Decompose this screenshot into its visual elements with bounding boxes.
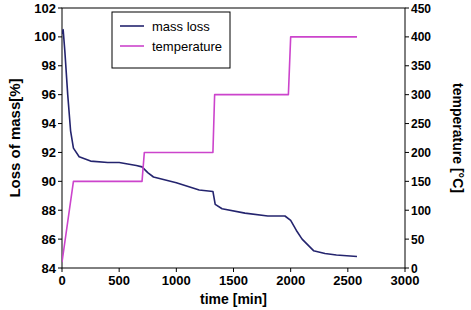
y-tick-label: 88 [42,203,56,218]
y2-tick-label: 450 [411,2,431,16]
y2-tick-label: 50 [411,233,425,247]
y2-tick [405,36,409,37]
y-tick-label: 96 [42,87,56,102]
x-tick [176,268,177,272]
y-tick [58,65,62,66]
y-tick-label: 90 [42,174,56,189]
y2-tick [405,239,409,240]
y-tick [58,8,62,9]
y-tick [58,152,62,153]
x-tick-label: 2000 [276,273,305,288]
y-tick-label: 92 [42,145,56,160]
y-tick-label: 94 [42,116,57,131]
y-tick-label: 100 [34,29,56,44]
x-tick-label: 1500 [219,273,248,288]
chart-svg: 0500100015002000250030008486889092949698… [0,0,471,310]
y-tick-label: 102 [34,1,56,16]
legend-box [112,12,230,68]
y-tick [58,36,62,37]
x-tick-label: 2500 [333,273,362,288]
x-tick [233,268,234,272]
y2-tick-label: 300 [411,88,431,102]
x-tick-label: 1000 [162,273,191,288]
series-line [62,37,357,262]
y-tick [58,181,62,182]
y2-tick-label: 100 [411,204,431,218]
x-tick [119,268,120,272]
y2-tick [405,8,409,9]
x-tick-label: 500 [108,273,130,288]
x-axis-title: time [min] [200,291,267,307]
y2-tick-label: 250 [411,117,431,131]
x-tick [405,268,406,272]
y-tick-label: 86 [42,232,56,247]
y2-tick [405,123,409,124]
y-axis-title: Loss of mass[%] [6,78,23,197]
legend-swatch [120,45,144,47]
y2-tick [405,181,409,182]
y2-tick [405,210,409,211]
y2-tick [405,152,409,153]
y-tick [58,239,62,240]
x-tick-label: 0 [58,273,65,288]
plot-frame [62,8,405,268]
y-tick-label: 84 [42,261,57,276]
legend-swatch [120,25,144,27]
y2-tick-label: 350 [411,59,431,73]
y-tick [58,123,62,124]
y2-tick-label: 0 [411,262,418,276]
x-tick [290,268,291,272]
x-tick [347,268,348,272]
legend-label: temperature [152,39,222,54]
y-tick [58,94,62,95]
y2-tick-label: 200 [411,146,431,160]
y-tick [58,268,62,269]
chart-container: 0500100015002000250030008486889092949698… [0,0,471,310]
x-tick [62,268,63,272]
y2-axis-title: temperature [°C] [450,83,466,193]
y-tick [58,210,62,211]
y2-tick-label: 150 [411,175,431,189]
legend-label: mass loss [152,19,210,34]
y2-tick [405,94,409,95]
y2-tick [405,65,409,66]
y2-tick [405,268,409,269]
y-tick-label: 98 [42,58,56,73]
y2-tick-label: 400 [411,30,431,44]
